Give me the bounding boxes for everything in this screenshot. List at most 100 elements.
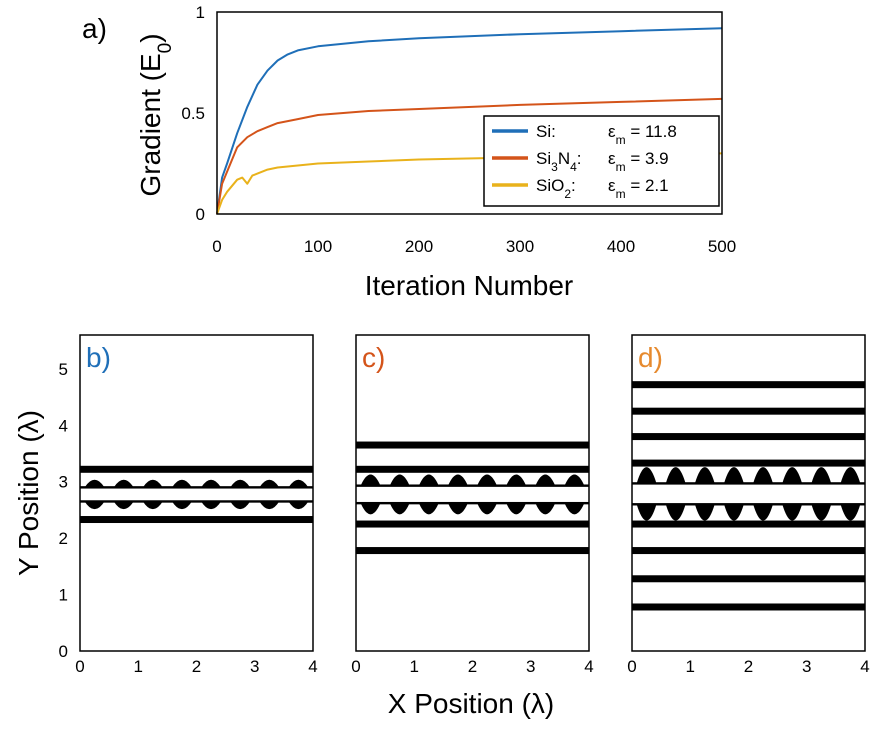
grating-pad-top — [753, 467, 773, 484]
grating-pad-top — [636, 467, 657, 484]
grating-pad-top — [811, 467, 832, 484]
grating-pad-top — [142, 479, 163, 488]
waveguide-bar — [80, 465, 313, 473]
y-tick-label: 1 — [59, 586, 68, 605]
legend-label-2: Si3N4: — [536, 149, 582, 174]
y-tick-label: 0 — [196, 205, 205, 224]
structure-panel-d: d) 0 1 2 3 4 — [627, 334, 870, 676]
grating-pad-top — [448, 474, 468, 486]
legend-label-1: Si: — [536, 122, 556, 141]
grating-pad-top — [724, 467, 744, 484]
y-tick-label: 1 — [196, 3, 205, 22]
series-line-1 — [216, 27, 723, 215]
grating-pad-bottom — [201, 501, 221, 510]
grating-pad-top — [113, 479, 134, 488]
x-tick-label: 1 — [134, 657, 143, 676]
x-tick-label: 100 — [304, 237, 332, 256]
grating-pad-bottom — [448, 503, 468, 515]
x-tick-label: 1 — [410, 657, 419, 676]
structure-panels: b) 0 1 2 3 4 c) 0 1 2 3 4 d) 0 1 2 3 4 0 1 2 3 4 5 Y Position … — [13, 334, 870, 719]
waveguide-bar — [632, 381, 865, 389]
x-tick-label: 0 — [212, 237, 221, 256]
grating-pad-bottom — [259, 501, 280, 510]
grating-pad-bottom — [665, 504, 686, 521]
grating-pad-top — [665, 467, 686, 484]
grating-pad-top — [564, 474, 585, 486]
grating-pad-bottom — [418, 503, 439, 515]
grating-pad-bottom — [724, 504, 744, 521]
inner-line-top — [632, 482, 865, 485]
x-tick-label: 200 — [405, 237, 433, 256]
x-tick-label: 4 — [860, 657, 869, 676]
grating-pad-top — [477, 474, 497, 486]
legend-annotation-2: εm = 3.9 — [608, 149, 669, 174]
grating-pad-top — [506, 474, 527, 486]
panel-frame — [355, 334, 590, 652]
panel-label-a: a) — [82, 13, 107, 44]
y-tick-labels-lower: 0 1 2 3 4 5 — [59, 360, 68, 661]
waveguide-bar — [632, 407, 865, 415]
panel-label: d) — [638, 342, 663, 373]
x-tick-label: 0 — [351, 657, 360, 676]
gradient-chart: a) 00.51 0 100 200 300 400 500 Iteration Numb… — [82, 3, 736, 301]
grating-pad-bottom — [477, 503, 497, 515]
inner-line-top — [80, 486, 313, 489]
y-tick-label: 4 — [59, 416, 68, 435]
grating-pad-top — [230, 479, 251, 488]
y-tick-labels: 00.51 — [181, 3, 205, 224]
x-position-label: X Position (λ) — [388, 688, 555, 719]
waveguide-bar — [356, 520, 589, 528]
grating-pad-top — [84, 479, 105, 488]
grating-pad-bottom — [753, 504, 773, 521]
grating-pad-bottom — [782, 504, 803, 521]
grating-pad-top — [782, 467, 803, 484]
x-tick-label: 4 — [308, 657, 317, 676]
grating-pad-top — [172, 479, 192, 488]
panel-frame — [79, 334, 314, 652]
waveguide-bar — [356, 547, 589, 555]
x-tick-label: 3 — [802, 657, 811, 676]
legend: Si: εm = 11.8 Si3N4: εm = 3.9 SiO2: εm = 2.1 — [483, 115, 720, 207]
x-tick-label: 2 — [468, 657, 477, 676]
x-axis-label: Iteration Number — [365, 270, 574, 301]
structure-panel-b: b) 0 1 2 3 4 — [75, 334, 318, 676]
waveguide-bar — [632, 603, 865, 611]
y-tick-label: 0.5 — [181, 104, 205, 123]
inner-line-bottom — [632, 503, 865, 506]
x-tick-label: 3 — [526, 657, 535, 676]
grating-pad-bottom — [811, 504, 832, 521]
legend-label-3: SiO2: — [536, 176, 576, 201]
plot-frame — [216, 11, 723, 215]
grating-pad-top — [360, 474, 381, 486]
grating-pad-top — [418, 474, 439, 486]
waveguide-bar — [632, 547, 865, 555]
y-tick-label: 0 — [59, 642, 68, 661]
grating-pad-top — [535, 474, 556, 486]
inner-line-bottom — [356, 501, 589, 505]
x-tick-label: 2 — [192, 657, 201, 676]
grating-pad-bottom — [142, 501, 163, 510]
waveguide-bar — [356, 441, 589, 449]
grating-pad-top — [288, 479, 309, 488]
grating-pad-top — [389, 474, 410, 486]
panel-label: b) — [86, 342, 111, 373]
waveguide-bar — [356, 465, 589, 473]
x-tick-label: 3 — [250, 657, 259, 676]
grating-pad-bottom — [389, 503, 410, 515]
x-tick-labels: 0 100 200 300 400 500 — [212, 237, 736, 256]
y-position-label: Y Position (λ) — [13, 410, 44, 576]
grating-pad-bottom — [636, 504, 657, 521]
x-tick-label: 4 — [584, 657, 593, 676]
x-tick-label: 2 — [744, 657, 753, 676]
grating-pad-bottom — [840, 504, 861, 521]
grating-pad-bottom — [230, 501, 251, 510]
waveguide-bar — [632, 520, 865, 528]
grating-pad-top — [840, 467, 861, 484]
grating-pad-top — [201, 479, 221, 488]
grating-pad-bottom — [113, 501, 134, 510]
series-lines — [216, 27, 723, 215]
y-axis-label: Gradient (E0) — [135, 33, 176, 196]
grating-pad-bottom — [360, 503, 381, 515]
x-tick-label: 500 — [708, 237, 736, 256]
